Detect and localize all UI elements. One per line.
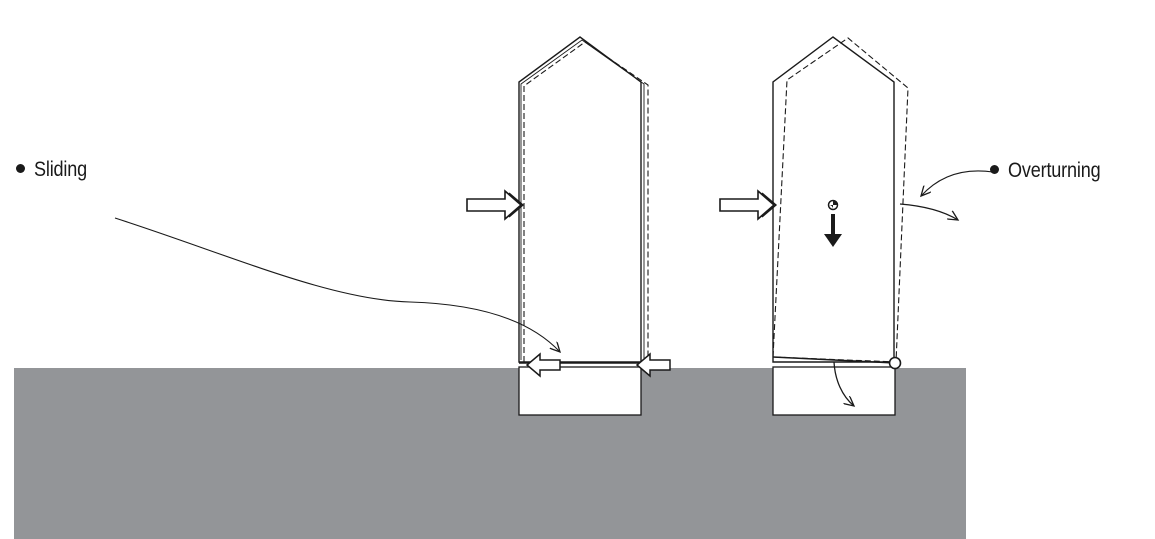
pivot-point-icon bbox=[888, 356, 902, 370]
overturning-stone-outline bbox=[772, 36, 895, 363]
gravity-arrow-icon bbox=[824, 199, 842, 247]
rotation-arrow-icon bbox=[899, 203, 958, 220]
friction-arrow-icon bbox=[525, 352, 671, 378]
overturning-leader-line bbox=[921, 170, 994, 196]
overturning-monument bbox=[772, 36, 909, 416]
rotation-arrow-icon bbox=[833, 361, 854, 406]
overturning-base bbox=[772, 366, 896, 416]
overturning-rock-line bbox=[772, 356, 896, 364]
bullet-icon bbox=[990, 164, 999, 174]
sliding-label: Sliding bbox=[16, 158, 96, 182]
bullet-icon bbox=[16, 163, 25, 173]
overturning-tilted-outline bbox=[772, 37, 909, 363]
sliding-inner-line bbox=[520, 39, 645, 360]
sliding-leader-line bbox=[114, 217, 560, 352]
push-arrow-icon bbox=[466, 189, 525, 221]
sliding-stone-outline bbox=[518, 36, 642, 363]
push-arrow-icon bbox=[719, 189, 778, 221]
overturning-label: Overturning bbox=[990, 159, 1116, 183]
